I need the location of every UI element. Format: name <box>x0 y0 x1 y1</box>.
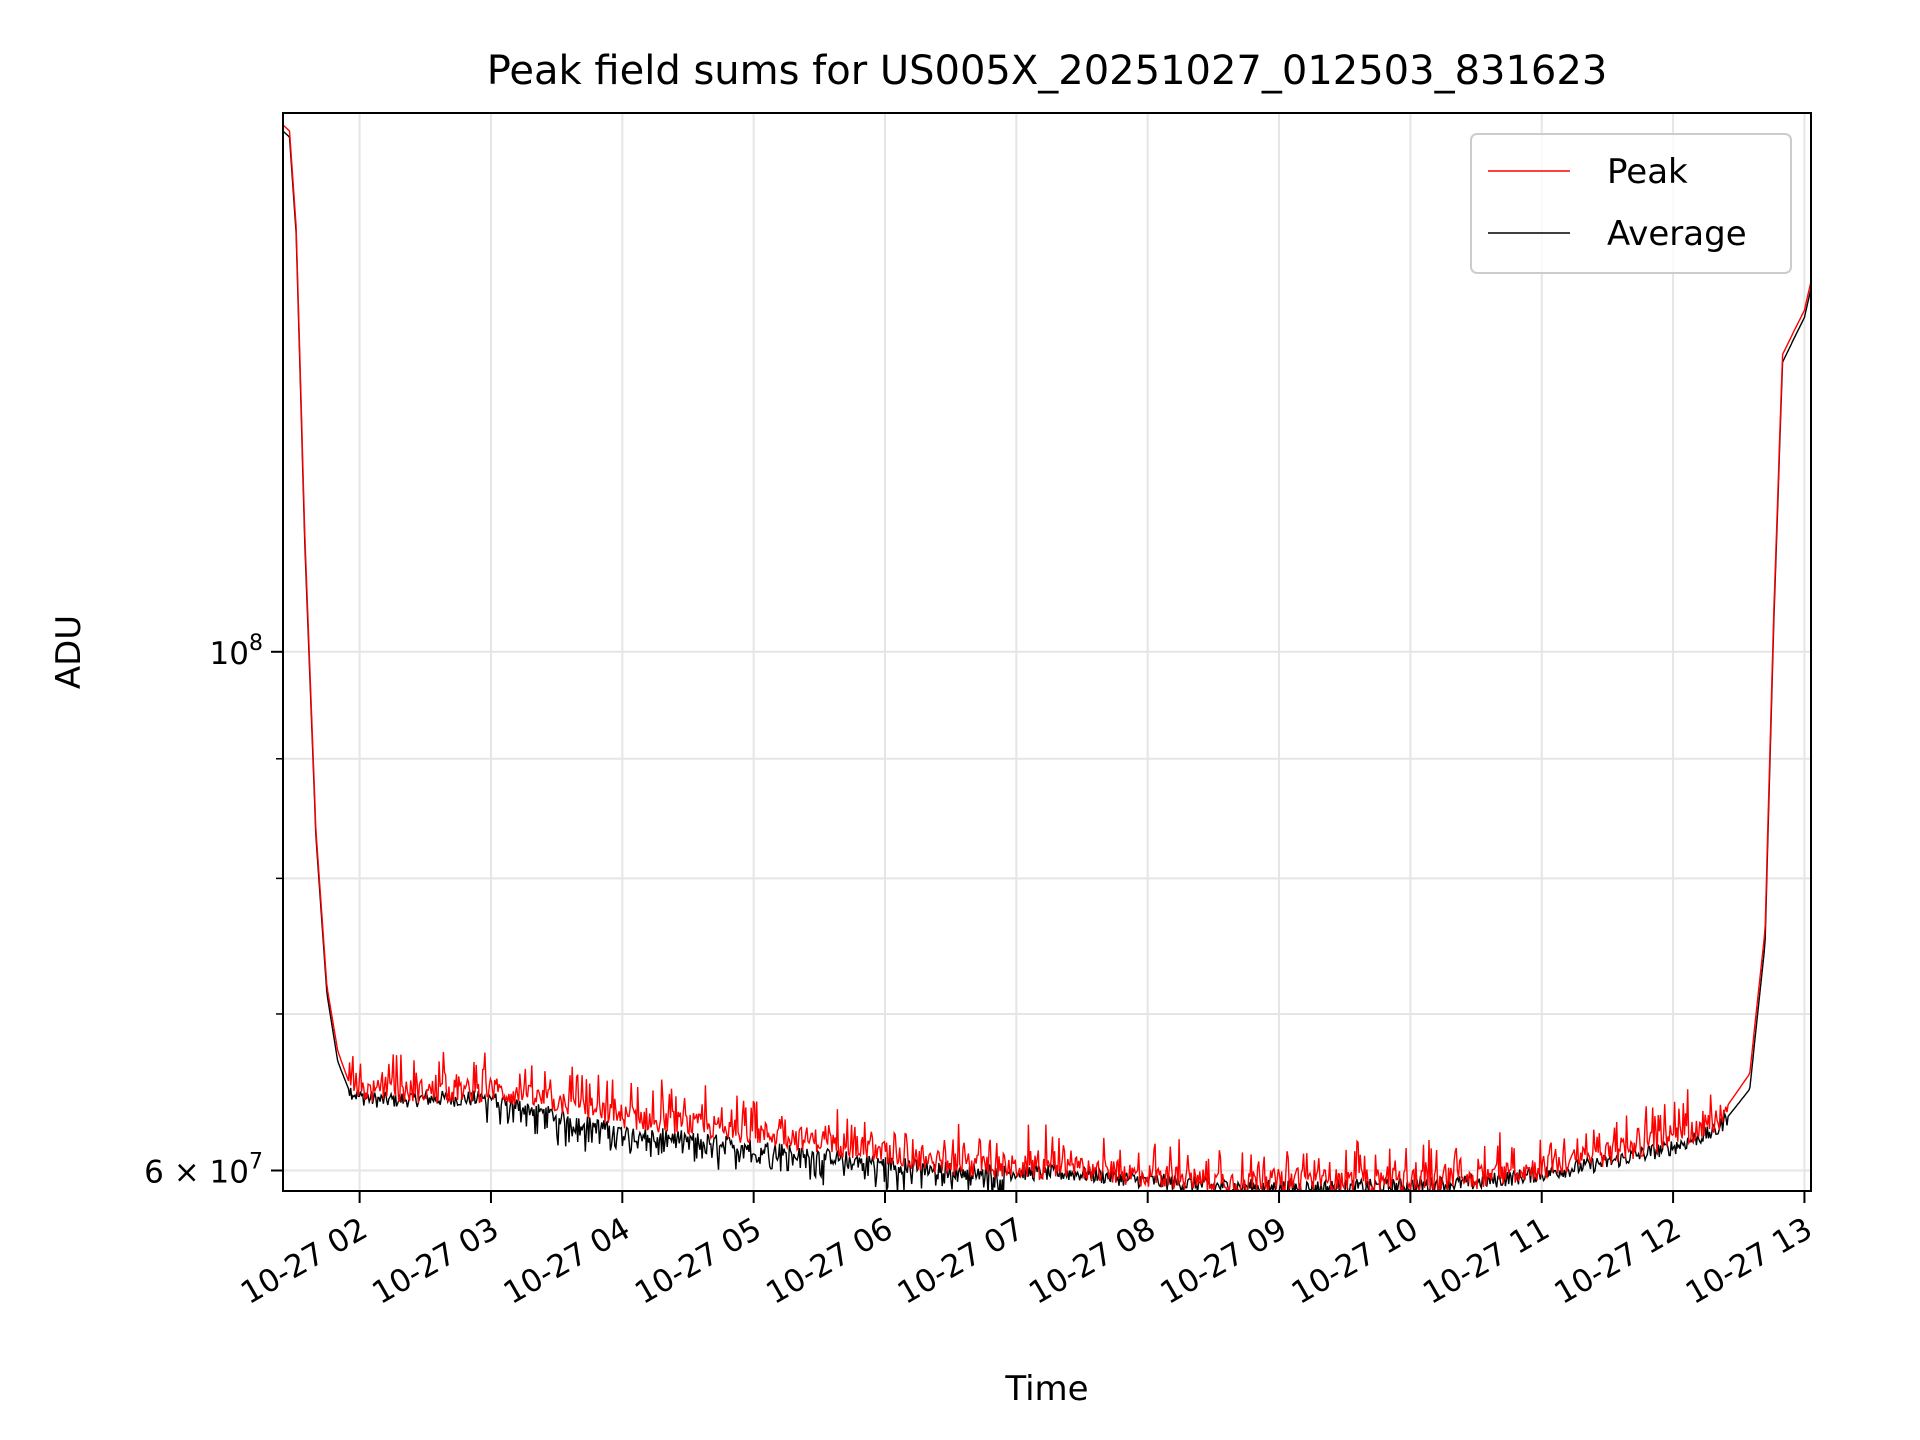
series-line-peak <box>283 124 1811 1191</box>
legend: Peak Average <box>1470 133 1792 274</box>
series-line-average <box>283 130 1811 1191</box>
y-axis: 6 × 107 108 <box>144 631 283 1190</box>
legend-average-label: Average <box>1607 214 1747 254</box>
series-layer <box>283 124 1811 1191</box>
y-tick-label: 108 <box>210 631 263 672</box>
chart-title: Peak field sums for US005X_20251027_0125… <box>487 48 1608 94</box>
y-tick-label: 6 × 107 <box>144 1149 263 1190</box>
legend-peak-label: Peak <box>1607 152 1688 192</box>
x-axis-label: Time <box>1004 1369 1088 1409</box>
legend-box <box>1470 133 1792 274</box>
y-axis-label: ADU <box>49 615 89 689</box>
grid <box>283 113 1811 1191</box>
